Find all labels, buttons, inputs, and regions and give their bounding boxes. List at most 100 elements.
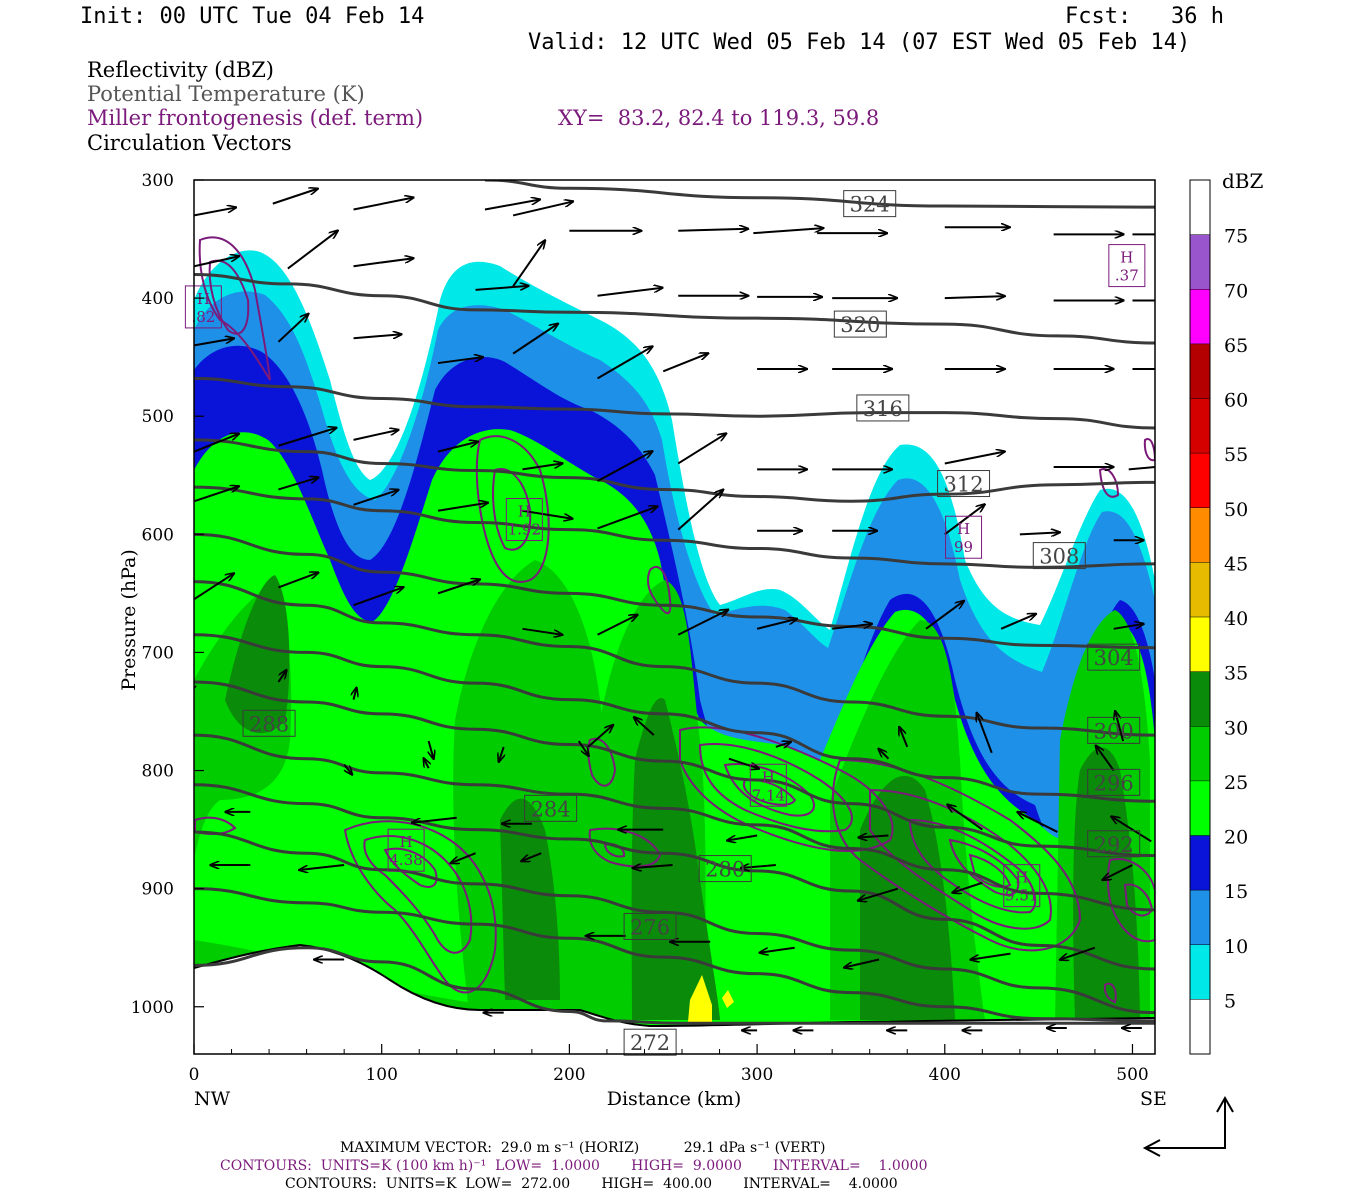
miller-max-h: H [762,768,775,786]
y-tick-label: 1000 [131,998,174,1018]
theta-contour-304 [194,532,1155,650]
circulation-vector [677,490,723,531]
colorbar-swatch [1190,507,1210,563]
x-tick-label: 500 [1116,1065,1148,1085]
forecast-hour: Fcst: 36 h [1065,4,1224,29]
field-miller-frontogenesis: Miller frontogenesis (def. term) [87,106,424,130]
theta-contour-312 [194,438,1155,503]
circulation-vector [278,428,336,447]
circulation-vector [277,314,308,343]
circulation-vector [633,865,673,868]
colorbar-swatch [1190,398,1210,454]
colorbar-swatch [1190,234,1210,290]
x-tick-label: 200 [553,1065,585,1085]
x-end-left: NW [194,1088,231,1110]
theta-labels: 324 320 316 312 308 304 300 296 292 288 284 280 276 2… [242,190,1141,1056]
circulation-vector [353,198,414,211]
theta-contour-284 [194,783,1155,971]
miller-max-value: 1.92 [508,521,541,539]
circulation-vector [753,228,823,235]
colorbar-tick-label: 50 [1224,499,1248,521]
theta-label-272: 272 [630,1031,670,1055]
circulation-vector [451,852,476,863]
colorbar-tick-label: 25 [1224,772,1248,794]
colorbar-title: dBZ [1222,169,1264,193]
circulation-vector [1017,812,1058,833]
theta-contours [194,180,1155,1025]
colorbar-tick-label: 10 [1224,936,1248,958]
miller-max-box [387,828,425,872]
theta-label-box [1032,542,1086,570]
miller-max-h: H [197,290,210,308]
field-circulation-vectors: Circulation Vectors [87,131,292,155]
theta-contour-320 [194,272,1155,345]
theta-label-box [1087,768,1141,796]
circulation-vector [343,764,352,775]
circulation-vector [925,601,964,630]
theta-label-296: 296 [1094,771,1134,795]
colorbar-tick-label: 75 [1224,226,1248,248]
circulation-vector [475,286,529,291]
theta-label-276: 276 [630,915,670,939]
theta-label-box [843,190,897,218]
x-tick-label: 0 [189,1065,200,1085]
circulation-vector [1019,532,1060,534]
miller-max-h: H [957,520,970,538]
circulation-vector [944,296,1005,298]
circulation-vector [587,725,613,748]
theta-label-box [1087,643,1141,671]
theta-label-320: 320 [840,313,880,337]
circulation-vector [662,353,708,373]
theta-label-box [937,470,991,498]
colorbar-tick-label: 70 [1224,280,1248,302]
circulation-vector [354,688,357,700]
circulation-vector [194,573,234,601]
theta-label-box [833,310,887,338]
theta-label-288: 288 [249,712,289,736]
circulation-vector [844,958,880,968]
y-tick-label: 600 [142,525,174,545]
colorbar-swatch [1190,562,1210,617]
x-tick-label: 300 [741,1065,773,1085]
circulation-vector [597,346,653,380]
colorbar-swatch [1190,180,1210,235]
theta-label-304: 304 [1094,646,1134,670]
miller-max-box [1003,864,1041,908]
circulation-vector [287,231,338,270]
theta-label-292: 292 [1094,833,1134,857]
circulation-vector [194,338,234,347]
colorbar-tick-label: 20 [1224,827,1248,849]
circulation-vector [858,887,899,901]
miller-max-value: 4.38 [389,851,422,869]
miller-max-h: H [400,833,413,851]
colorbar-swatch [1190,343,1210,399]
axes: 0 100 200 300 400 500 300 400 500 600 700 800 900 100… [131,171,1149,1085]
circulation-vector [522,463,562,471]
theta-label-box [1087,716,1141,744]
circulation-vector [437,503,488,512]
y-axis-title: Pressure (hPa) [118,549,140,691]
miller-max-value: .82 [191,308,215,326]
field-reflectivity: Reflectivity (dBZ) [87,58,275,82]
circulation-vector [1113,624,1144,630]
x-end-right: SE [1140,1088,1167,1110]
circulation-vector [272,189,318,205]
colorbar-tick-label: 65 [1224,335,1248,357]
theta-label-box [623,1028,677,1056]
colorbar-tick-label: 35 [1224,663,1248,685]
theta-label-308: 308 [1039,545,1079,569]
theta-label-box [524,794,578,822]
miller-max-value: .37 [1115,267,1139,285]
theta-contour-324 [484,180,1155,209]
circulation-vector [412,816,457,823]
circulation-vector [353,587,404,607]
miller-max-box [945,515,983,559]
xy-endpoints: XY= 83.2, 82.4 to 119.3, 59.8 [558,106,880,130]
miller-max-value: 9.51 [1005,887,1038,905]
circulation-vector [194,256,239,268]
theta-contour-288 [194,733,1155,912]
colorbar-swatch [1190,289,1210,344]
circulation-vector [728,757,759,769]
